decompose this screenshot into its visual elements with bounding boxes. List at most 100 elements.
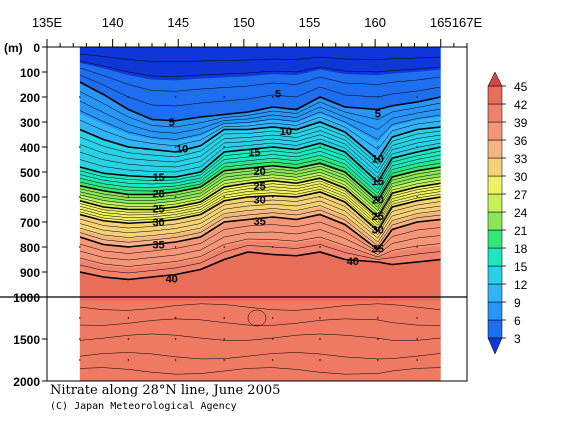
minor-contour	[79, 74, 441, 107]
colorbar-label: 15	[514, 260, 528, 274]
sample-dot	[377, 96, 379, 98]
contour-30	[79, 191, 441, 232]
minor-contour	[79, 158, 441, 198]
sample-dot	[127, 338, 130, 340]
chart-title: Nitrate along 28°N line, June 2005	[50, 383, 281, 398]
deep-contour	[79, 303, 441, 311]
colorbar-cell	[487, 283, 503, 303]
sample-dot	[79, 338, 81, 340]
sample-dot	[223, 246, 225, 248]
colorbar-top-arrow	[487, 71, 503, 87]
sample-dot	[79, 146, 81, 148]
sample-dot	[272, 317, 274, 319]
sample-dot	[272, 96, 274, 98]
sample-dot	[319, 146, 321, 148]
contour-20	[79, 162, 441, 202]
y-tick-label: 0	[33, 41, 40, 55]
colorbar-label: 24	[514, 206, 528, 220]
deep-contour	[79, 333, 441, 341]
minor-contour	[79, 244, 441, 274]
contour-40	[79, 251, 441, 281]
sample-dot	[377, 196, 379, 198]
colorbar-label: 3	[514, 332, 521, 346]
y-tick-label: 600	[20, 191, 40, 205]
y-tick-label: 2000	[13, 375, 40, 389]
minor-contour	[79, 174, 441, 215]
sample-dot	[416, 146, 418, 148]
chart-credit: (C) Japan Meteorological Agency	[50, 401, 237, 412]
minor-contour	[79, 110, 441, 140]
colorbar-cell	[487, 229, 503, 249]
contour-label-20: 20	[372, 195, 384, 207]
blank-left	[47, 47, 80, 381]
minor-contour	[79, 188, 441, 229]
contour-label-25: 25	[372, 211, 384, 223]
sample-dot	[416, 96, 418, 98]
sample-dot	[416, 317, 418, 319]
y-tick-label: 900	[20, 266, 40, 280]
y-tick-label: 700	[20, 216, 40, 230]
sample-dot	[377, 246, 379, 248]
sample-dot	[79, 246, 81, 248]
sample-dot	[223, 317, 225, 319]
sample-dot	[127, 196, 130, 198]
colorbar-label: 18	[514, 242, 528, 256]
deep-band	[79, 301, 441, 381]
deep-contour	[79, 318, 441, 326]
sample-dot	[127, 317, 130, 319]
sample-dot	[319, 359, 321, 361]
sample-dot	[79, 96, 81, 98]
contour-label-15: 15	[248, 147, 260, 159]
sample-dot	[174, 146, 177, 148]
sample-dot	[319, 96, 321, 98]
contour-10	[79, 121, 441, 161]
y-tick-label: 300	[20, 116, 40, 130]
x-tick-label: 167E	[452, 15, 483, 30]
minor-contour	[79, 196, 441, 235]
sample-dot	[223, 96, 225, 98]
minor-contour	[79, 180, 441, 221]
contour-label-15: 15	[372, 176, 384, 188]
colorbar-cell	[487, 193, 503, 213]
y-tick-label: 200	[20, 91, 40, 105]
sample-dot	[416, 246, 418, 248]
contour-label-30: 30	[152, 217, 164, 229]
colorbar-label: 36	[514, 134, 528, 148]
colorbar-cell	[487, 157, 503, 177]
sample-dot	[127, 246, 130, 248]
sample-dot	[79, 196, 81, 198]
colorbar-cell	[487, 121, 503, 141]
minor-contour	[79, 60, 441, 77]
y-tick-label: 1500	[13, 333, 40, 347]
contour-label-25: 25	[152, 203, 164, 215]
colorbar-label: 30	[514, 170, 528, 184]
minor-contour	[79, 209, 441, 247]
sample-dot	[174, 338, 177, 340]
contour-25	[79, 177, 441, 219]
contour-label-40: 40	[166, 273, 178, 285]
minor-contour	[79, 67, 441, 92]
sample-dot	[174, 96, 177, 98]
minor-contour	[79, 168, 441, 208]
y-tick-label: 800	[20, 241, 40, 255]
sample-dot	[127, 146, 130, 148]
deep-closed-contour	[247, 309, 267, 327]
x-tick-label: 165	[430, 15, 452, 30]
major-contours	[79, 81, 441, 281]
minor-contour	[79, 183, 441, 223]
colorbar-label: 45	[514, 80, 528, 94]
colorbar-cell	[487, 319, 503, 339]
deep-contour	[79, 352, 441, 360]
minor-contour	[79, 53, 441, 63]
sample-dot	[319, 196, 321, 198]
minor-contour	[79, 130, 441, 169]
plot-area: 5 5 5 10 10 10 15 15 15 20 20 20 25 25 25 30 30 30 35 35 35 4…	[0, 46, 468, 382]
contour-labels: 5 5 5 10 10 10 15 15 15 20 20 20 25 25 25 30 30 30 35 35 35 4…	[152, 88, 384, 285]
contour-label-40: 40	[347, 256, 359, 268]
sample-dot	[223, 146, 225, 148]
minor-contour	[79, 200, 441, 239]
contour-label-35: 35	[152, 240, 164, 252]
sample-points	[79, 96, 418, 361]
contour-label-5: 5	[375, 108, 381, 120]
